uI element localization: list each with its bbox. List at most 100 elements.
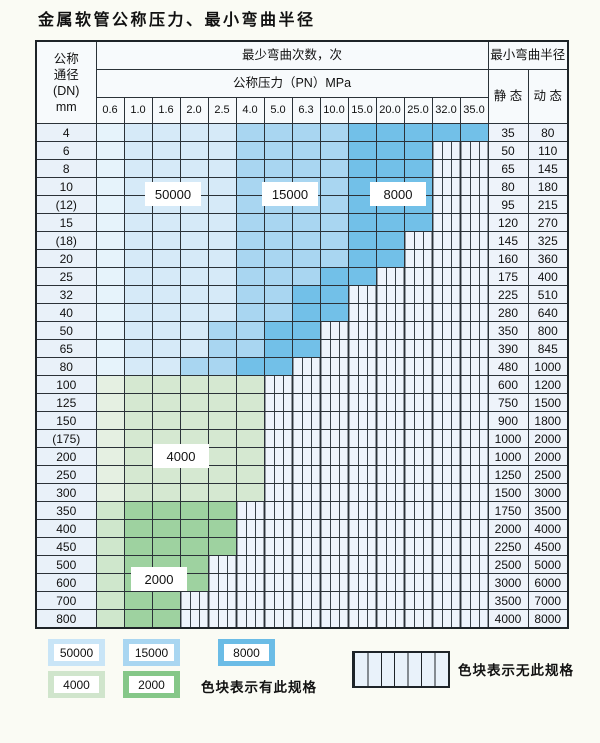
- pressure-header: 公称压力（PN）MPa: [95, 69, 489, 98]
- static-value-cell: 225: [487, 285, 529, 304]
- no-spec-cell: [459, 429, 489, 448]
- spec-cell: [263, 267, 293, 286]
- no-spec-cell: [431, 465, 461, 484]
- spec-cell: [179, 159, 209, 178]
- no-spec-cell: [235, 573, 265, 592]
- spec-cell: [319, 177, 349, 196]
- legend-swatch-label: 2000: [129, 676, 174, 693]
- static-value-cell: 350: [487, 321, 529, 340]
- table-row: 4 35 80: [35, 123, 569, 142]
- spec-cell: [347, 267, 377, 286]
- no-spec-cell: [291, 519, 321, 538]
- spec-cell: [375, 141, 405, 160]
- spec-cell: [151, 249, 181, 268]
- dynamic-value-cell: 1000: [527, 357, 569, 376]
- spec-cell: [207, 285, 237, 304]
- no-spec-cell: [431, 393, 461, 412]
- spec-cell: [263, 303, 293, 322]
- pressure-tick: 2.0: [179, 97, 209, 124]
- table-row: 65 390 845: [35, 339, 569, 358]
- static-value-cell: 1250: [487, 465, 529, 484]
- cycles-header: 最少弯曲次数，次: [95, 40, 489, 70]
- static-header: 静 态: [487, 69, 529, 124]
- table-row: 32 225 510: [35, 285, 569, 304]
- no-spec-cell: [431, 267, 461, 286]
- spec-cell: [95, 357, 125, 376]
- dynamic-value-cell: 80: [527, 123, 569, 142]
- spec-cell: [179, 213, 209, 232]
- no-spec-cell: [431, 249, 461, 268]
- spec-cell: [95, 159, 125, 178]
- spec-cell: [207, 177, 237, 196]
- table-row: 125 750 1500: [35, 393, 569, 412]
- static-value-cell: 4000: [487, 609, 529, 629]
- dn-cell: 200: [35, 447, 97, 466]
- table-row: 100 600 1200: [35, 375, 569, 394]
- no-spec-cell: [431, 285, 461, 304]
- no-spec-cell: [291, 375, 321, 394]
- no-spec-cell: [403, 411, 433, 430]
- no-spec-cell: [207, 609, 237, 629]
- no-spec-cell: [375, 537, 405, 556]
- spec-cell: [95, 429, 125, 448]
- no-spec-cell: [235, 519, 265, 538]
- spec-cell: [291, 321, 321, 340]
- no-spec-cell: [459, 447, 489, 466]
- spec-cell: [123, 393, 153, 412]
- pressure-tick: 10.0: [319, 97, 349, 124]
- spec-cell: [403, 123, 433, 142]
- spec-cell: [123, 213, 153, 232]
- spec-cell: [95, 393, 125, 412]
- spec-cell: [263, 123, 293, 142]
- spec-cell: [151, 591, 181, 610]
- static-value-cell: 160: [487, 249, 529, 268]
- spec-cell: [179, 285, 209, 304]
- spec-cell: [123, 285, 153, 304]
- spec-cell: [235, 411, 265, 430]
- no-spec-cell: [375, 321, 405, 340]
- spec-cell: [235, 357, 265, 376]
- spec-cell: [95, 213, 125, 232]
- no-spec-cell: [291, 483, 321, 502]
- spec-cell: [151, 213, 181, 232]
- spec-cell: [403, 141, 433, 160]
- dynamic-value-cell: 3000: [527, 483, 569, 502]
- spec-cell: [207, 393, 237, 412]
- no-spec-cell: [403, 555, 433, 574]
- no-spec-cell: [459, 375, 489, 394]
- spec-cell: [291, 339, 321, 358]
- static-value-cell: 2000: [487, 519, 529, 538]
- no-spec-cell: [319, 375, 349, 394]
- spec-cell: [95, 141, 125, 160]
- no-spec-cell: [375, 465, 405, 484]
- spec-cell: [235, 141, 265, 160]
- table-row: 400 2000 4000: [35, 519, 569, 538]
- dn-cell: (12): [35, 195, 97, 214]
- spec-cell: [151, 465, 181, 484]
- no-spec-cell: [403, 249, 433, 268]
- dynamic-value-cell: 325: [527, 231, 569, 250]
- no-spec-cell: [347, 429, 377, 448]
- static-value-cell: 600: [487, 375, 529, 394]
- no-spec-cell: [347, 537, 377, 556]
- dynamic-value-cell: 180: [527, 177, 569, 196]
- spec-cell: [235, 447, 265, 466]
- spec-cell: [207, 159, 237, 178]
- dn-cell: 800: [35, 609, 97, 629]
- static-value-cell: 1750: [487, 501, 529, 520]
- static-value-cell: 280: [487, 303, 529, 322]
- spec-cell: [95, 519, 125, 538]
- spec-cell: [235, 249, 265, 268]
- spec-cell: [235, 375, 265, 394]
- spec-cell: [123, 231, 153, 250]
- table-row: 700 3500 7000: [35, 591, 569, 610]
- spec-cell: [95, 483, 125, 502]
- spec-cell: [123, 249, 153, 268]
- no-spec-cell: [319, 411, 349, 430]
- no-spec-cell: [431, 429, 461, 448]
- no-spec-cell: [263, 483, 293, 502]
- spec-cell: [235, 393, 265, 412]
- table-row: 600 3000 6000: [35, 573, 569, 592]
- table-row: 25 175 400: [35, 267, 569, 286]
- no-spec-cell: [291, 429, 321, 448]
